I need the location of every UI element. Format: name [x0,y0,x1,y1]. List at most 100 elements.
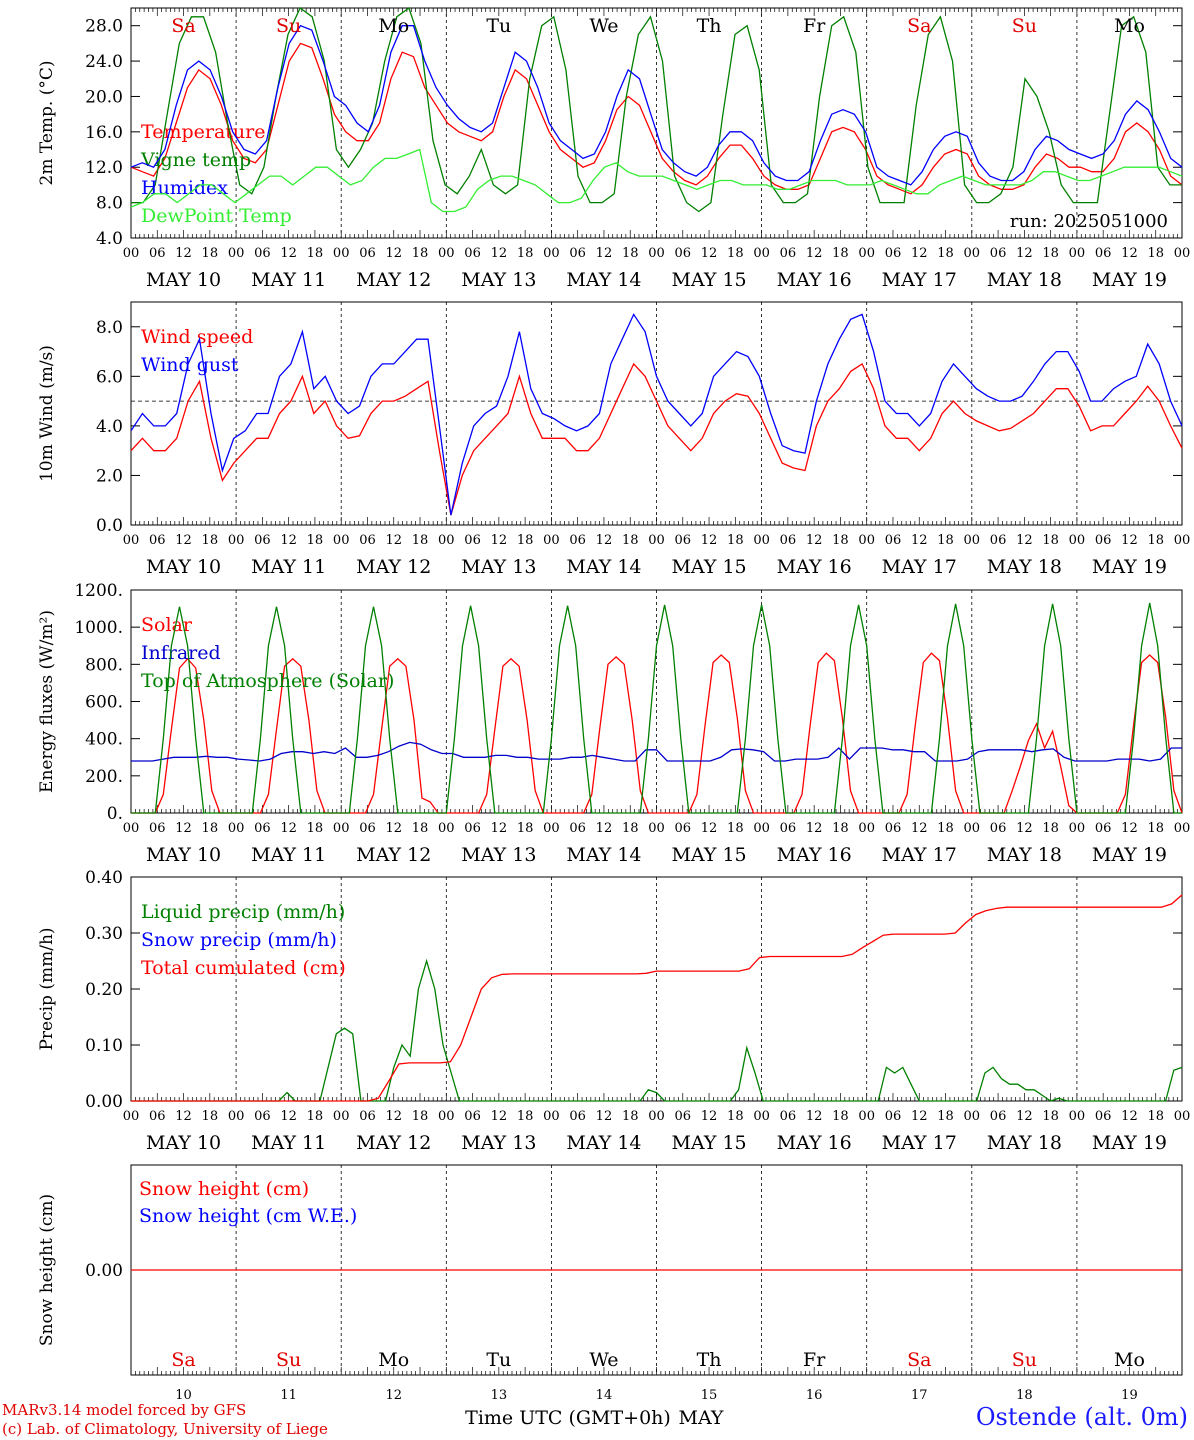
panel-1-hour-label: 12 [806,246,823,261]
panel-4-hour-label: 12 [175,1109,192,1124]
panel-1-hour-label: 00 [753,246,770,261]
panel-2-hour-label: 00 [753,533,770,548]
panel-3-hour-label: 18 [517,821,534,836]
weekday-label-bottom: Th [697,1349,722,1371]
panel-3-hour-label: 06 [780,821,797,836]
panel-2-date-label: MAY 13 [461,556,536,578]
panel-3-hour-label: 06 [990,821,1007,836]
panel-4-y-axis-label: Precip (mm/h) [37,927,57,1050]
panel-1-date-label: MAY 19 [1092,269,1167,291]
weekday-label-top: We [589,15,618,37]
panel-5-y-axis-label: Snow height (cm) [37,1194,57,1346]
panel-1-date-label: MAY 18 [987,269,1062,291]
panel-2-hour-label: 06 [464,533,481,548]
panel-1-hour-label: 06 [149,246,166,261]
panel-2-hour-label: 12 [596,533,613,548]
panel-3-hour-label: 12 [491,821,508,836]
panel-3-hour-label: 18 [1042,821,1059,836]
panel-4-hour-label: 06 [569,1109,586,1124]
panel-3-legend-2: Infrared [141,642,221,664]
panel-4-date-label: MAY 13 [461,1132,536,1154]
day-number-label: 15 [701,1388,718,1403]
panel-3-hour-label: 12 [1016,821,1033,836]
panel-3-date-label: MAY 13 [461,844,536,866]
panel-1-hour-label: 12 [175,246,192,261]
panel-4-hour-label: 18 [202,1109,219,1124]
panel-1-hour-label: 18 [202,246,219,261]
panel-3-y-tick-label: 800. [85,655,123,675]
panel-1-hour-label: 00 [858,246,875,261]
panel-4-hour-label: 18 [1147,1109,1164,1124]
panel-3-hour-label: 00 [543,821,560,836]
panel-2-hour-label: 18 [622,533,639,548]
panel-2-hour-label: 12 [1121,533,1138,548]
panel-4-hour-label: 18 [832,1109,849,1124]
panel-3-hour-label: 06 [359,821,376,836]
panel-1-date-label: MAY 16 [777,269,852,291]
panel-4-hour-label: 06 [1095,1109,1112,1124]
panel-2-y-tick-label: 6.0 [96,367,123,387]
weekday-label-top: Su [1012,15,1037,37]
panel-1-date-label: MAY 17 [882,269,957,291]
panel-4-date-label: MAY 11 [251,1132,326,1154]
panel-3-hour-label: 18 [622,821,639,836]
panel-1-hour-label: 00 [964,246,981,261]
panel-4-hour-label: 06 [780,1109,797,1124]
panel-2-date-label: MAY 12 [356,556,431,578]
panel-2-hour-label: 06 [254,533,271,548]
panel-4-date-label: MAY 19 [1092,1132,1167,1154]
panel-4-hour-label: 18 [727,1109,744,1124]
panel-4-y-tick-label: 0.10 [85,1036,123,1056]
panel-3-hour-label: 00 [228,821,245,836]
panel-3-series-2-line [131,741,1182,762]
panel-4-hour-label: 12 [701,1109,718,1124]
panel-3-hour-label: 00 [648,821,665,836]
panel-3-hour-label: 18 [832,821,849,836]
day-number-label: 17 [911,1388,928,1403]
panel-2-hour-label: 06 [885,533,902,548]
weekday-label-top: Su [276,15,301,37]
panel-4-hour-label: 00 [333,1109,350,1124]
panel-1-date-label: MAY 11 [251,269,326,291]
panel-1-hour-label: 00 [123,246,140,261]
panel-3-hour-label: 06 [1095,821,1112,836]
x-axis-label: Time UTC (GMT+0h) [465,1407,671,1429]
panel-4-date-label: MAY 10 [146,1132,221,1154]
panel-1-hour-label: 12 [596,246,613,261]
panel-3-date-label: MAY 12 [356,844,431,866]
panel-3-y-tick-label: 200. [85,767,123,787]
panel-1-date-label: MAY 12 [356,269,431,291]
panel-3-date-label: MAY 17 [882,844,957,866]
panel-1-hour-label: 06 [780,246,797,261]
panel-3-hour-label: 00 [964,821,981,836]
panel-3-y-axis-label: Energy fluxes (W/m²) [37,610,57,793]
panel-1-hour-label: 00 [1069,246,1086,261]
panel-1-hour-label: 18 [517,246,534,261]
day-number-label: 12 [385,1388,402,1403]
panel-3-hour-label: 00 [123,821,140,836]
panel-3-hour-label: 18 [202,821,219,836]
panel-3-legend-3: Top of Atmosphere (Solar) [141,670,394,692]
panel-1-hour-label: 12 [491,246,508,261]
panel-1-y-tick-label: 8.0 [96,194,123,214]
panel-3-hour-label: 12 [701,821,718,836]
panel-3-y-tick-label: 1000. [74,618,123,638]
panel-1-hour-label: 00 [438,246,455,261]
panel-1-hour-label: 18 [307,246,324,261]
panel-2-hour-label: 06 [990,533,1007,548]
panel-2-hour-label: 12 [280,533,297,548]
panel-4-hour-label: 12 [491,1109,508,1124]
x-axis-month: MAY [679,1407,724,1429]
weekday-label-bottom: Mo [1114,1349,1145,1371]
panel-1-date-label: MAY 14 [566,269,641,291]
panel-4-legend-3: Total cumulated (cm) [141,957,346,979]
panel-1-series-3-line [130,24,1183,186]
panel-1-y-tick-label: 4.0 [96,229,123,249]
panel-2-series-2-line [130,313,1183,516]
panel-3-series-1-line [131,652,1183,814]
panel-4-date-label: MAY 18 [987,1132,1062,1154]
lab-credit: (c) Lab. of Climatology, University of L… [2,1420,328,1438]
day-number-label: 11 [280,1388,297,1403]
panel-3-hour-label: 12 [911,821,928,836]
panel-4-date-label: MAY 16 [777,1132,852,1154]
